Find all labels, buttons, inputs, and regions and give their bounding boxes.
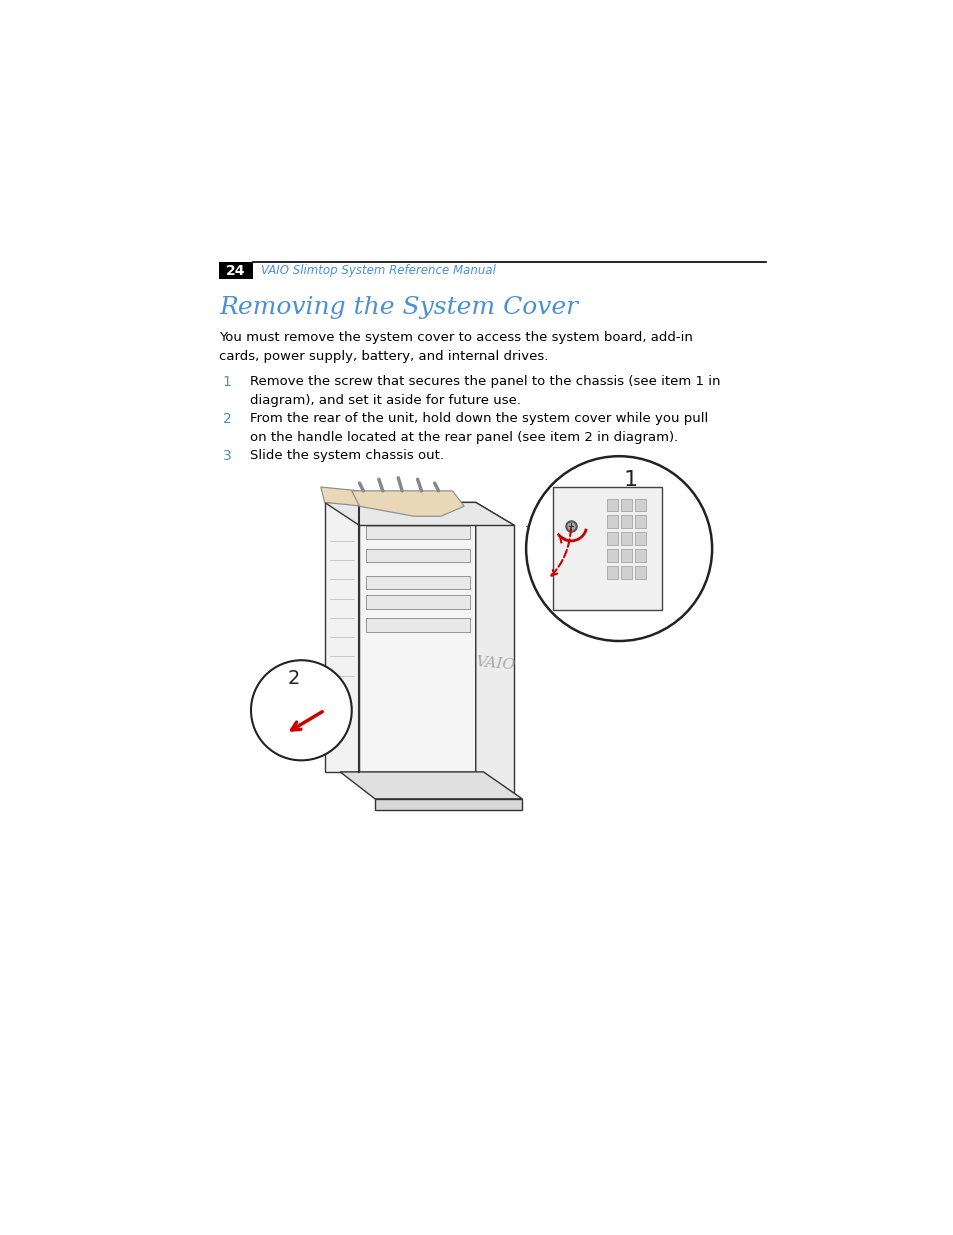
- Polygon shape: [607, 550, 618, 562]
- Text: 2: 2: [223, 411, 232, 426]
- Polygon shape: [476, 503, 514, 795]
- Polygon shape: [620, 515, 632, 527]
- Text: 24: 24: [226, 263, 246, 278]
- Polygon shape: [340, 772, 521, 799]
- Text: 1: 1: [223, 375, 232, 389]
- Polygon shape: [607, 499, 618, 511]
- Polygon shape: [607, 515, 618, 527]
- Text: From the rear of the unit, hold down the system cover while you pull
on the hand: From the rear of the unit, hold down the…: [250, 411, 707, 443]
- Polygon shape: [330, 703, 344, 734]
- Polygon shape: [365, 548, 469, 562]
- Text: 1: 1: [623, 471, 638, 490]
- Polygon shape: [607, 532, 618, 545]
- Polygon shape: [635, 550, 645, 562]
- Text: Removing the System Cover: Removing the System Cover: [219, 296, 578, 319]
- Text: You must remove the system cover to access the system board, add-in
cards, power: You must remove the system cover to acce…: [219, 331, 692, 363]
- Polygon shape: [620, 567, 632, 579]
- Text: VAIO: VAIO: [475, 656, 515, 673]
- Polygon shape: [365, 595, 469, 609]
- Circle shape: [525, 456, 711, 641]
- Polygon shape: [320, 487, 363, 506]
- Text: 2: 2: [287, 669, 299, 688]
- Text: 3: 3: [223, 448, 232, 462]
- Polygon shape: [324, 503, 514, 526]
- Text: Remove the screw that secures the panel to the chassis (see item 1 in
diagram), : Remove the screw that secures the panel …: [250, 375, 720, 408]
- Text: Slide the system chassis out.: Slide the system chassis out.: [250, 448, 443, 462]
- Polygon shape: [620, 532, 632, 545]
- Polygon shape: [359, 503, 476, 772]
- Polygon shape: [375, 799, 521, 810]
- Polygon shape: [290, 695, 327, 734]
- Circle shape: [251, 661, 352, 761]
- Polygon shape: [635, 567, 645, 579]
- Text: VAIO Slimtop System Reference Manual: VAIO Slimtop System Reference Manual: [260, 264, 496, 277]
- Polygon shape: [352, 490, 464, 516]
- Polygon shape: [635, 515, 645, 527]
- Polygon shape: [365, 576, 469, 589]
- Polygon shape: [365, 526, 469, 540]
- Polygon shape: [635, 499, 645, 511]
- Polygon shape: [365, 618, 469, 632]
- FancyBboxPatch shape: [219, 262, 253, 279]
- Polygon shape: [607, 567, 618, 579]
- Polygon shape: [553, 487, 661, 610]
- Polygon shape: [620, 499, 632, 511]
- Polygon shape: [635, 532, 645, 545]
- Polygon shape: [324, 503, 359, 772]
- Polygon shape: [620, 550, 632, 562]
